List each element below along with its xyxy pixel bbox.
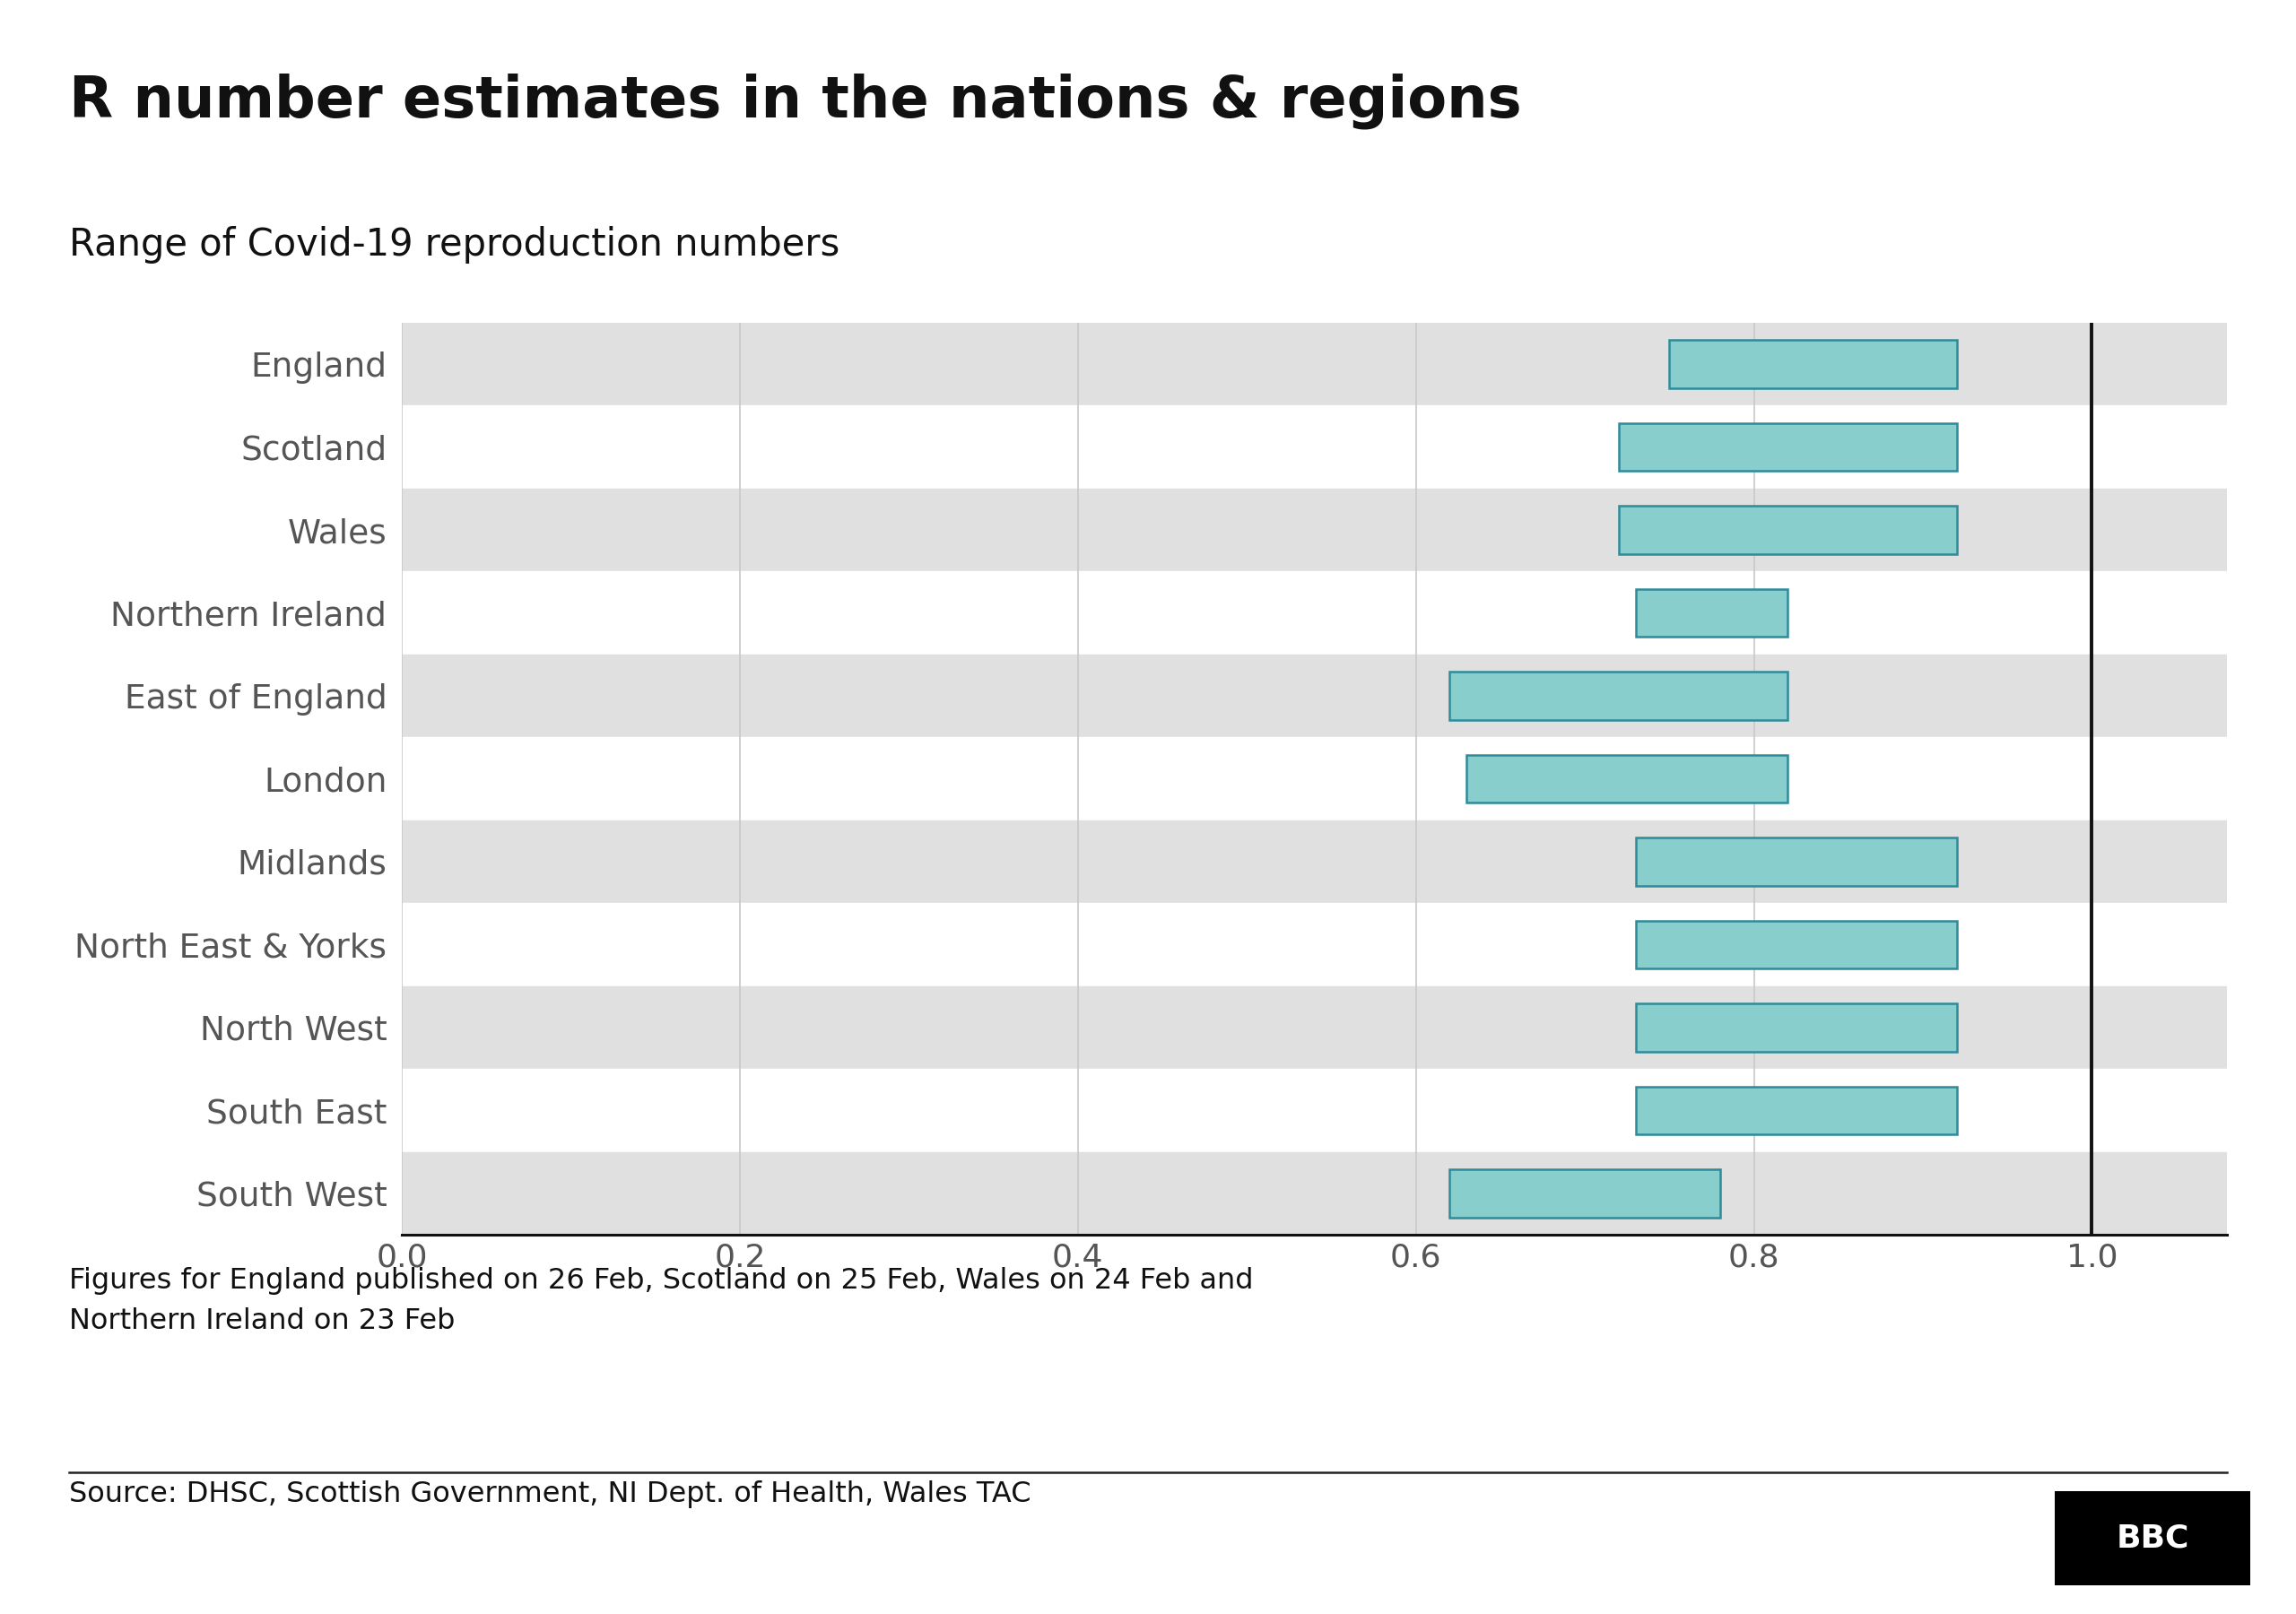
Bar <box>1449 671 1789 720</box>
Text: R number estimates in the nations & regions: R number estimates in the nations & regi… <box>69 73 1522 129</box>
Bar <box>402 1068 2227 1152</box>
Bar <box>1449 1169 1720 1217</box>
Bar <box>1619 423 1956 471</box>
Bar <box>1619 507 1956 554</box>
Text: Source: DHSC, Scottish Government, NI Dept. of Health, Wales TAC: Source: DHSC, Scottish Government, NI De… <box>69 1480 1031 1507</box>
Bar <box>402 904 2227 986</box>
Text: Figures for England published on 26 Feb, Scotland on 25 Feb, Wales on 24 Feb and: Figures for England published on 26 Feb,… <box>69 1267 1254 1335</box>
Bar <box>1635 1004 1956 1051</box>
Bar <box>402 986 2227 1068</box>
Bar <box>1669 341 1956 389</box>
Bar <box>402 405 2227 489</box>
Bar <box>1635 1086 1956 1135</box>
Bar <box>402 571 2227 654</box>
Bar <box>402 489 2227 571</box>
Bar <box>1635 589 1789 638</box>
Text: BBC: BBC <box>2117 1524 2188 1553</box>
Bar <box>402 1152 2227 1235</box>
Bar <box>1467 755 1789 802</box>
Text: Range of Covid-19 reproduction numbers: Range of Covid-19 reproduction numbers <box>69 226 840 263</box>
Bar <box>402 738 2227 820</box>
Bar <box>402 654 2227 738</box>
Bar <box>1635 920 1956 968</box>
Bar <box>402 323 2227 405</box>
Bar <box>1635 838 1956 886</box>
Bar <box>402 820 2227 904</box>
